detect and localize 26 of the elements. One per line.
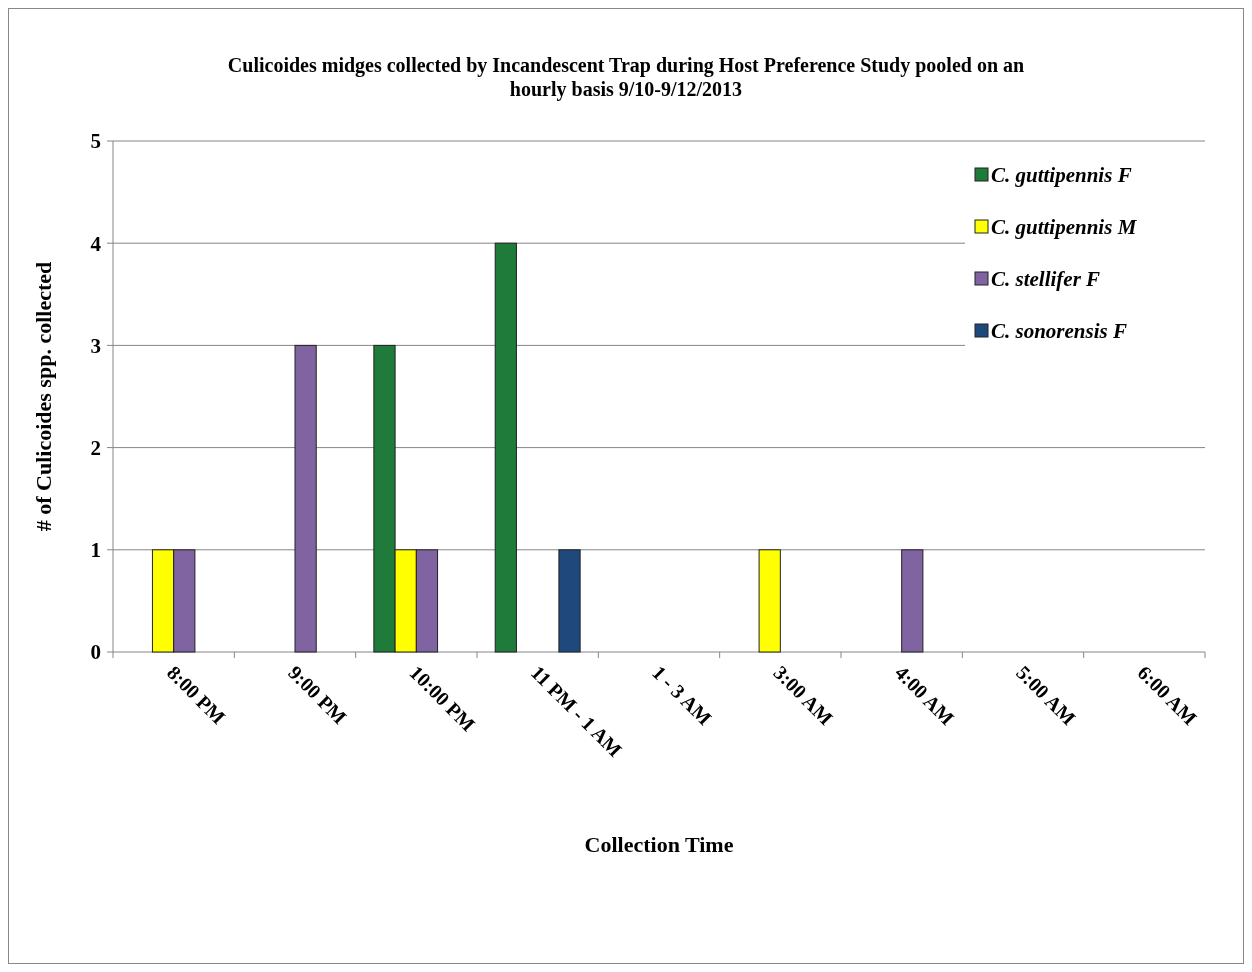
x-tick-label: 6:00 AM bbox=[1133, 661, 1202, 730]
x-axis-title: Collection Time bbox=[584, 832, 734, 857]
legend-label: C. stellifer F bbox=[991, 267, 1101, 292]
x-tick-label: 4:00 AM bbox=[890, 661, 959, 730]
legend-label: C. sonorensis F bbox=[991, 319, 1127, 344]
x-tick-label: 9:00 PM bbox=[284, 661, 352, 729]
y-axis-title: # of Culicoides spp. collected bbox=[31, 261, 56, 532]
bar bbox=[558, 549, 581, 653]
legend-label: C. guttipennis F bbox=[991, 163, 1132, 188]
chart-title: Culicoides midges collected by Incandescent Trap during Host Preference Study pooled on an hourly basis 9/10-9/12/2013 bbox=[226, 53, 1026, 101]
y-tick-label: 3 bbox=[90, 333, 101, 358]
y-tick-label: 2 bbox=[90, 435, 101, 460]
x-tick-label: 3:00 AM bbox=[769, 661, 838, 730]
x-tick-label: 11 PM - 1 AM bbox=[526, 661, 627, 761]
bar bbox=[758, 549, 781, 653]
bar bbox=[901, 549, 924, 653]
y-tick-label: 5 bbox=[90, 129, 101, 154]
y-tick-label: 1 bbox=[90, 538, 101, 563]
bar bbox=[494, 242, 517, 653]
x-tick-label: 5:00 AM bbox=[1012, 661, 1081, 730]
y-tick-label: 4 bbox=[90, 231, 102, 256]
bar bbox=[294, 344, 317, 653]
y-tick-label: 0 bbox=[90, 640, 101, 665]
x-tick-label: 8:00 PM bbox=[162, 661, 230, 729]
legend-label: C. guttipennis M bbox=[991, 215, 1138, 240]
x-tick-label: 1 - 3 AM bbox=[648, 661, 717, 730]
